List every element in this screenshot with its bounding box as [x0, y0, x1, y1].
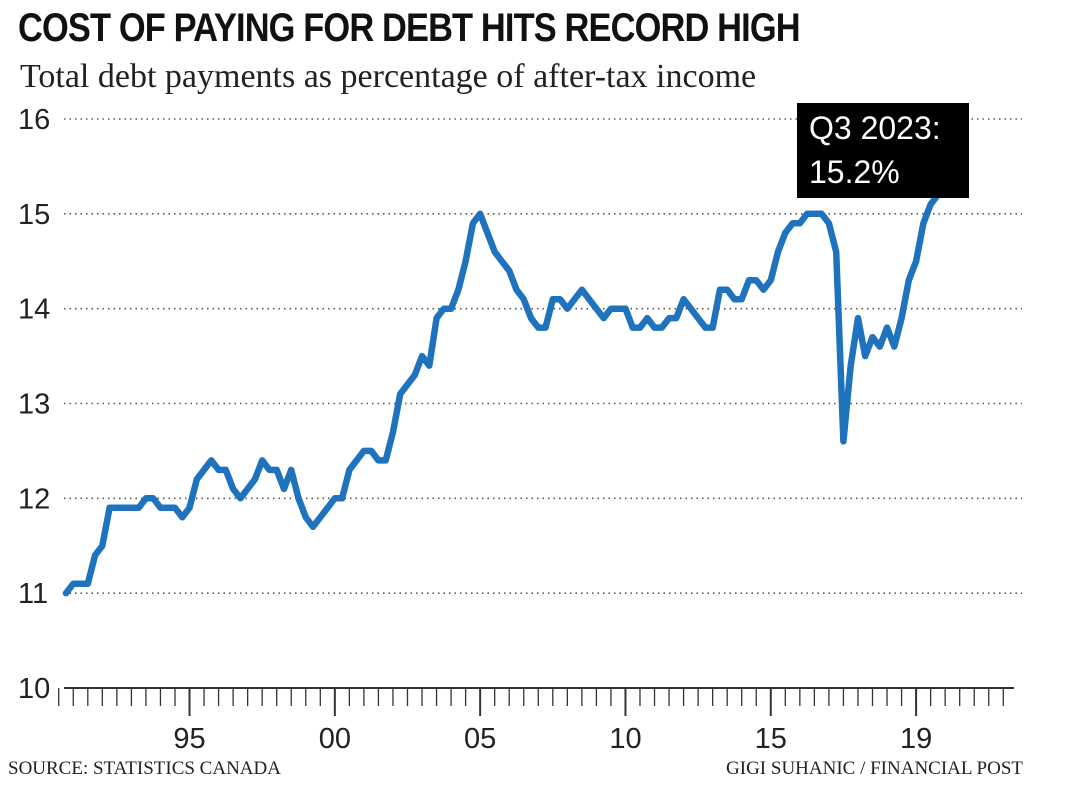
- y-tick-label-12: 12: [18, 483, 50, 515]
- credit-note: GIGI SUHANIC / FINANCIAL POST: [726, 758, 1023, 779]
- x-axis: [58, 687, 1014, 716]
- x-tick-label-15: 15: [755, 723, 787, 755]
- x-tick-label-05: 05: [464, 723, 496, 755]
- chart-subtitle: Total debt payments as percentage of aft…: [20, 58, 757, 95]
- x-tick-label-00: 00: [319, 723, 351, 755]
- y-axis-labels: 10 11 12 13 14 15 16: [18, 104, 50, 705]
- series: [62, 191, 942, 597]
- x-tick-label-95: 95: [173, 723, 205, 755]
- y-tick-label-16: 16: [18, 104, 50, 136]
- callout-value: 15.2%: [809, 154, 900, 190]
- callout-leader-line: [949, 144, 969, 187]
- y-tick-label-10: 10: [18, 673, 50, 705]
- series-line-debt-payments: [62, 191, 942, 597]
- x-tick-label-19: 19: [900, 723, 932, 755]
- callout-label: Q3 2023:: [809, 110, 941, 146]
- callout-box: [797, 103, 969, 198]
- y-tick-label-15: 15: [18, 199, 50, 231]
- source-note: SOURCE: STATISTICS CANADA: [8, 758, 281, 779]
- y-tick-label-13: 13: [18, 389, 50, 421]
- chart-title: COST OF PAYING FOR DEBT HITS RECORD HIGH: [18, 6, 801, 50]
- x-axis-labels: 95 00 05 10 15 19: [173, 723, 932, 755]
- callout: Q3 2023: 15.2%: [797, 103, 969, 198]
- y-tick-label-11: 11: [18, 578, 48, 610]
- x-tick-label-10: 10: [609, 723, 641, 755]
- y-tick-label-14: 14: [18, 294, 50, 326]
